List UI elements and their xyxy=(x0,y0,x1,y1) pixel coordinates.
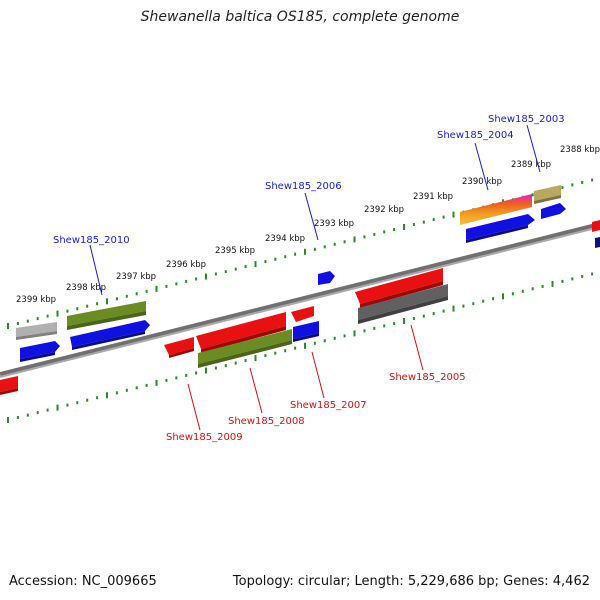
gene-label-shew185-2007: Shew185_2007 xyxy=(290,400,367,411)
gene-olive-2008[interactable] xyxy=(198,329,292,368)
scale-label-2391: 2391 kbp xyxy=(413,192,453,202)
gene-blue-2006[interactable] xyxy=(318,271,335,285)
reverse-gene-labels: Shew185_2005 Shew185_2007 Shew185_2008 S… xyxy=(166,324,466,443)
genome-backbone xyxy=(0,222,600,378)
scale-ticks-lower xyxy=(7,272,594,423)
gene-label-shew185-2009: Shew185_2009 xyxy=(166,432,243,443)
scale-label-2390: 2390 kbp xyxy=(462,177,502,187)
gene-label-shew185-2005: Shew185_2005 xyxy=(389,372,466,383)
gene-olive-2010[interactable] xyxy=(67,301,146,330)
gene-blue-2004[interactable] xyxy=(466,214,535,243)
gene-red-2005[interactable] xyxy=(355,268,443,308)
gene-red-edge-right[interactable] xyxy=(592,220,600,232)
gene-red-2009[interactable] xyxy=(164,337,194,358)
gene-red-edge-left[interactable] xyxy=(0,376,18,395)
forward-gene-labels: Shew185_2003 Shew185_2004 Shew185_2006 S… xyxy=(53,114,565,296)
gene-label-shew185-2003: Shew185_2003 xyxy=(488,114,565,125)
gene-striped-2004[interactable] xyxy=(460,194,532,225)
scale-label-2398: 2398 kbp xyxy=(66,283,106,293)
scale-label-2393: 2393 kbp xyxy=(314,219,354,229)
gene-blue-2007[interactable] xyxy=(293,321,319,342)
gene-khaki-2003[interactable] xyxy=(534,185,561,204)
gene-red-2007[interactable] xyxy=(291,306,314,322)
forward-strand-genes xyxy=(16,185,600,362)
gene-blue-2010b[interactable] xyxy=(70,320,150,350)
reverse-strand-genes xyxy=(0,268,448,395)
gene-gray-forward[interactable] xyxy=(16,322,57,340)
scale-ticks-upper xyxy=(7,178,594,329)
scale-label-2396: 2396 kbp xyxy=(166,260,206,270)
gene-label-shew185-2006: Shew185_2006 xyxy=(265,181,342,192)
scale-labels: 2388 kbp 2389 kbp 2390 kbp 2391 kbp 2392… xyxy=(16,145,600,305)
gene-navy-edge-right[interactable] xyxy=(595,237,600,248)
gene-label-shew185-2008: Shew185_2008 xyxy=(228,416,305,427)
map-title: Shewanella baltica OS185, complete genom… xyxy=(140,9,460,25)
genome-summary-text: Topology: circular; Length: 5,229,686 bp… xyxy=(232,574,590,589)
gene-blue-2003[interactable] xyxy=(541,203,566,219)
scale-label-2397: 2397 kbp xyxy=(116,272,156,282)
scale-label-2399: 2399 kbp xyxy=(16,295,56,305)
accession-text: Accession: NC_009665 xyxy=(9,574,157,589)
scale-label-2395: 2395 kbp xyxy=(215,246,255,256)
scale-label-2392: 2392 kbp xyxy=(364,205,404,215)
scale-label-2394: 2394 kbp xyxy=(265,234,305,244)
gene-label-shew185-2010: Shew185_2010 xyxy=(53,235,130,246)
gene-label-shew185-2004: Shew185_2004 xyxy=(437,130,514,141)
scale-label-2388: 2388 kbp xyxy=(560,145,600,155)
scale-label-2389: 2389 kbp xyxy=(511,160,551,170)
gene-darkgray-2005[interactable] xyxy=(358,284,448,324)
gene-red-2008[interactable] xyxy=(196,312,286,353)
gene-blue-left[interactable] xyxy=(20,341,60,362)
